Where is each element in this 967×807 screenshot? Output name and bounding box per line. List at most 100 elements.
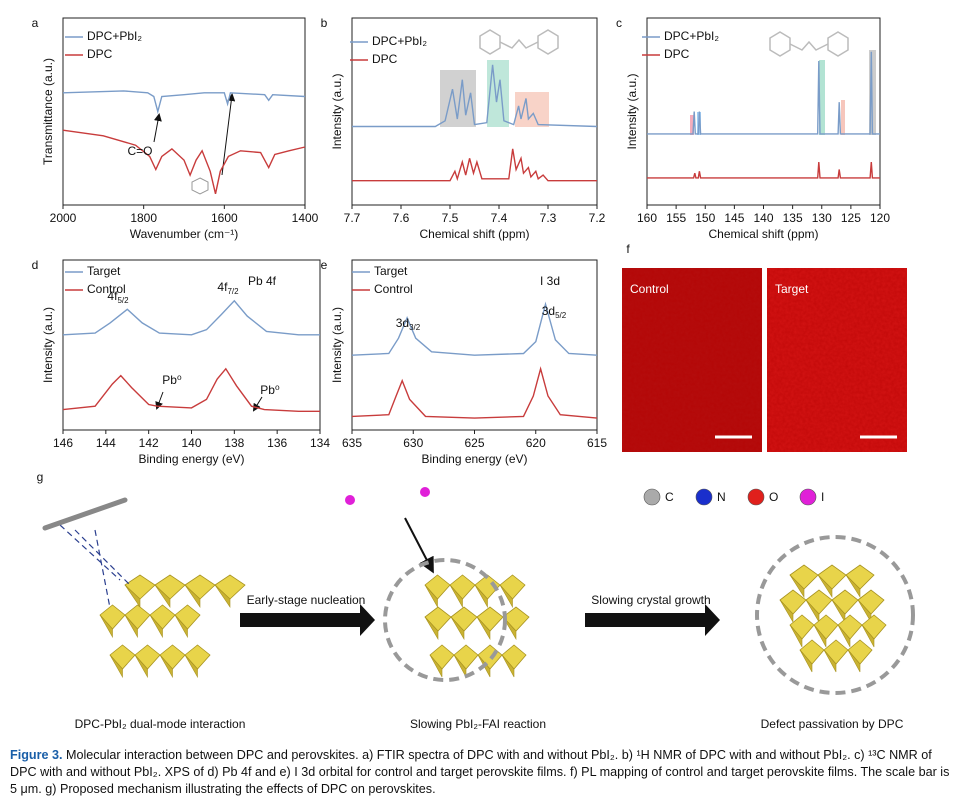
y-axis-label: Intensity (a.u.) — [41, 307, 55, 383]
octahedron-face — [214, 584, 231, 608]
x-tick-label: 136 — [267, 436, 287, 450]
iodide-icon — [420, 487, 430, 497]
octahedron-face — [476, 616, 491, 641]
axis-frame — [62, 17, 306, 206]
x-tick-label: 142 — [139, 436, 159, 450]
octahedron-face — [184, 584, 201, 608]
annotation-text: 3d — [542, 304, 555, 318]
octahedron-face — [861, 624, 875, 648]
x-tick-label: 120 — [870, 211, 890, 225]
octahedron — [823, 639, 849, 665]
process-label: Slowing crystal growth — [591, 593, 710, 607]
octahedron-face — [159, 654, 173, 679]
x-axis-label: Chemical shift (ppm) — [708, 227, 818, 241]
interaction-line — [94, 529, 111, 609]
shade — [690, 115, 694, 135]
legend-label: Control — [374, 282, 413, 296]
annotation-subscript: 7/2 — [227, 287, 239, 296]
x-tick-label: 135 — [783, 211, 803, 225]
legend-label: Target — [87, 264, 121, 278]
octahedron — [124, 574, 156, 600]
octahedron-face — [174, 614, 188, 639]
annotation-text: Pb⁰ — [162, 373, 182, 387]
spectrum-line — [647, 51, 880, 135]
y-axis-label: Transmittance (a.u.) — [41, 58, 55, 165]
octahedron — [817, 564, 847, 590]
octahedron — [453, 644, 479, 670]
legend-label: DPC+PbI₂ — [87, 29, 142, 43]
octahedron — [149, 604, 176, 630]
octahedron-face — [429, 654, 443, 678]
panel-label: g — [37, 470, 44, 484]
atom-icon — [695, 488, 713, 506]
octahedron-face — [831, 599, 846, 624]
x-tick-label: 630 — [403, 436, 423, 450]
legend-label: DPC+PbI₂ — [664, 29, 719, 43]
octahedron — [109, 644, 136, 670]
process-label: Early-stage nucleation — [247, 593, 366, 607]
octahedron — [174, 604, 201, 630]
octahedron-face — [845, 574, 861, 599]
stage-label: DPC-PbI₂ dual-mode interaction — [75, 717, 246, 731]
x-tick-label: 140 — [753, 211, 773, 225]
interaction-line — [74, 529, 131, 586]
x-tick-label: 2000 — [50, 211, 77, 225]
spectrum-line — [62, 90, 306, 115]
x-tick-label: 155 — [666, 211, 686, 225]
octahedron — [450, 606, 478, 632]
x-axis-label: Binding energy (eV) — [138, 452, 244, 466]
atom-icon — [799, 488, 817, 506]
x-tick-label: 130 — [812, 211, 832, 225]
octahedron-face — [499, 584, 513, 609]
octahedron-face — [184, 654, 198, 679]
octahedron — [214, 574, 246, 600]
octahedron — [159, 644, 186, 670]
octahedron-face — [837, 624, 851, 648]
octahedron-face — [799, 649, 813, 673]
legend-label: DPC+PbI₂ — [372, 34, 427, 48]
octahedron — [499, 574, 526, 600]
octahedron — [857, 589, 885, 615]
octahedron-face — [453, 654, 467, 678]
x-tick-label: 7.4 — [491, 211, 508, 225]
octahedron — [476, 606, 504, 632]
figure: 2000 1800 1600 1400 Wavenumber (cm⁻¹) Transmi… — [32, 16, 915, 731]
annotation: C=O — [127, 144, 152, 158]
octahedron-face — [817, 574, 833, 599]
spectrum-line — [647, 161, 880, 179]
x-axis-label: Wavenumber (cm⁻¹) — [130, 227, 239, 241]
x-tick-label: 125 — [841, 211, 861, 225]
octahedron-face — [501, 654, 515, 678]
octahedron — [99, 604, 126, 630]
x-tick-label: 7.7 — [344, 211, 361, 225]
octahedron — [847, 639, 873, 665]
octahedron — [501, 644, 527, 670]
annotation-subscript: 5/2 — [117, 296, 129, 305]
ring-icon — [191, 177, 209, 195]
x-tick-label: 620 — [526, 436, 546, 450]
x-axis-label: Binding energy (eV) — [421, 452, 527, 466]
annotation-text: 4f — [217, 280, 228, 294]
annotation-text: I 3d — [540, 274, 560, 288]
annotation: I 3d — [540, 274, 560, 288]
octahedron — [789, 614, 815, 640]
octahedron — [805, 589, 833, 615]
panel-label: e — [321, 258, 328, 272]
legend-label: Control — [87, 282, 126, 296]
shade — [841, 100, 845, 135]
x-tick-label: 7.2 — [589, 211, 606, 225]
x-tick-label: 1400 — [292, 211, 319, 225]
spectrum-line — [62, 367, 320, 412]
pl-map-texture — [767, 268, 907, 452]
pl-map-texture — [622, 268, 762, 452]
octahedron-face — [424, 584, 438, 609]
stage-label: Defect passivation by DPC — [761, 717, 904, 731]
atom-icon — [747, 488, 765, 506]
octahedron-face — [134, 654, 148, 679]
x-tick-label: 138 — [224, 436, 244, 450]
caption-label: Figure 3. — [10, 748, 63, 762]
annotation-subscript: 3/2 — [409, 323, 421, 332]
spectrum-line — [352, 64, 598, 128]
annotation: Pb⁰ — [162, 373, 182, 387]
octahedron — [837, 614, 863, 640]
